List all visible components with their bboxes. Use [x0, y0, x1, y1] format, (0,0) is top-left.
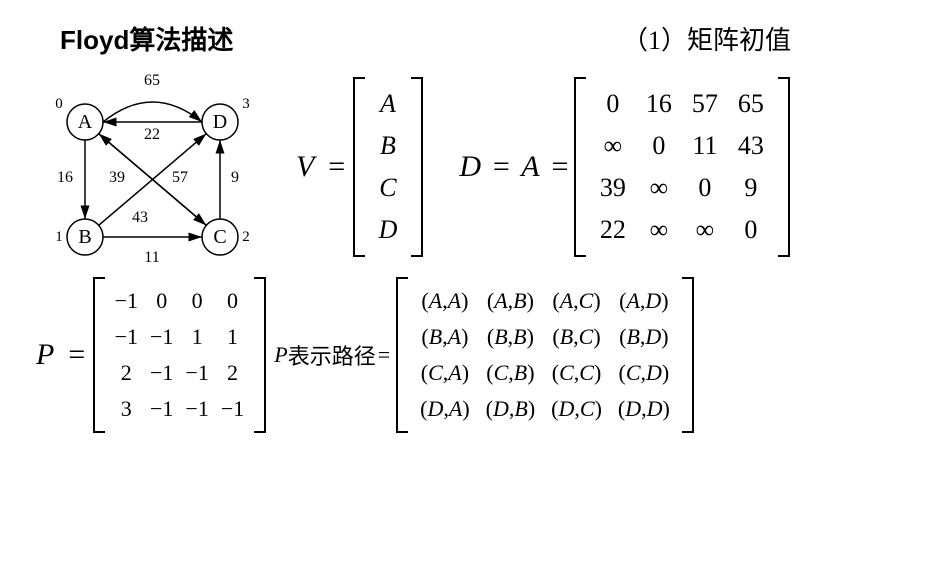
- p-path-matrix: (A,A)(A,B)(A,C)(A,D) (B,A)(B,B)(B,C)(B,D)…: [396, 277, 694, 433]
- v-matrix: ABCD: [353, 77, 424, 257]
- matrix-cell: 57: [682, 83, 728, 125]
- svg-text:16: 16: [57, 169, 73, 186]
- p-label: P: [36, 338, 54, 372]
- matrix-cell: −1: [109, 283, 144, 319]
- matrix-cell: 3: [109, 391, 144, 427]
- matrix-cell: −1: [179, 391, 214, 427]
- matrix-cell: D: [369, 209, 408, 251]
- matrix-cell: 2: [109, 355, 144, 391]
- matrix-cell: (D,D): [610, 391, 678, 427]
- matrix-cell: (A,D): [610, 283, 678, 319]
- svg-text:0: 0: [55, 96, 63, 112]
- matrix-cell: −1: [109, 319, 144, 355]
- matrix-cell: ∞: [636, 167, 682, 209]
- matrix-cell: 0: [636, 125, 682, 167]
- equals-sign: =: [326, 150, 346, 184]
- title-right: （1）矩阵初值: [622, 20, 791, 57]
- graph-diagram: 9 11 16 22 39 43 57 65 A0 B1 C2 D3: [30, 67, 270, 267]
- matrix-cell: (B,C): [543, 319, 610, 355]
- matrix-cell: A: [369, 83, 408, 125]
- matrix-cell: 0: [144, 283, 179, 319]
- matrix-cell: 43: [728, 125, 774, 167]
- d-equation: D = A = 0165765∞0114339∞0922∞∞0: [453, 77, 790, 257]
- svg-text:3: 3: [242, 96, 250, 112]
- matrix-cell: 0: [682, 167, 728, 209]
- svg-text:39: 39: [109, 169, 125, 186]
- matrix-cell: 2: [215, 355, 250, 391]
- matrix-cell: 1: [215, 319, 250, 355]
- matrix-cell: 0: [215, 283, 250, 319]
- matrix-cell: (C,A): [412, 355, 478, 391]
- matrix-cell: 0: [728, 209, 774, 251]
- matrix-cell: −1: [215, 391, 250, 427]
- p-matrix: −1000−1−1112−1−123−1−1−1: [93, 277, 267, 433]
- matrix-cell: C: [369, 167, 408, 209]
- title-left: Floyd算法描述: [60, 20, 233, 57]
- svg-text:57: 57: [172, 169, 188, 186]
- v-label: V: [296, 150, 314, 184]
- svg-text:B: B: [78, 226, 91, 248]
- matrix-cell: 22: [590, 209, 636, 251]
- matrix-cell: ∞: [590, 125, 636, 167]
- svg-text:1: 1: [55, 229, 63, 245]
- matrix-cell: (D,B): [478, 391, 544, 427]
- matrix-cell: 11: [682, 125, 728, 167]
- svg-text:C: C: [213, 226, 226, 248]
- matrix-cell: ∞: [636, 209, 682, 251]
- matrix-cell: −1: [144, 391, 179, 427]
- p-equation: P = −1000−1−1112−1−123−1−1−1: [30, 277, 266, 433]
- a-label: A: [521, 150, 539, 184]
- matrix-cell: 0: [179, 283, 214, 319]
- matrix-cell: ∞: [682, 209, 728, 251]
- svg-text:D: D: [213, 111, 227, 133]
- matrix-cell: (A,A): [412, 283, 478, 319]
- svg-text:22: 22: [144, 126, 160, 143]
- d-matrix: 0165765∞0114339∞0922∞∞0: [574, 77, 790, 257]
- matrix-cell: 9: [728, 167, 774, 209]
- svg-text:65: 65: [144, 72, 160, 89]
- matrix-cell: (A,C): [543, 283, 610, 319]
- svg-text:9: 9: [231, 169, 239, 186]
- matrix-cell: (D,C): [543, 391, 610, 427]
- equals-sign: =: [550, 150, 570, 184]
- equals-sign: =: [66, 338, 86, 372]
- matrix-cell: (B,A): [412, 319, 478, 355]
- svg-text:A: A: [78, 111, 93, 133]
- p-path-label: P表示路径=: [274, 339, 392, 371]
- svg-text:43: 43: [132, 209, 148, 226]
- matrix-cell: B: [369, 125, 408, 167]
- d-label: D: [459, 150, 481, 184]
- v-equation: V = ABCD: [290, 77, 423, 257]
- svg-text:2: 2: [242, 229, 250, 245]
- matrix-cell: −1: [144, 319, 179, 355]
- matrix-cell: (B,D): [610, 319, 678, 355]
- matrix-cell: −1: [179, 355, 214, 391]
- matrix-cell: (B,B): [478, 319, 544, 355]
- matrix-cell: 39: [590, 167, 636, 209]
- svg-text:11: 11: [144, 249, 159, 266]
- equals-sign: =: [491, 150, 511, 184]
- matrix-cell: (D,A): [412, 391, 478, 427]
- matrix-cell: (C,C): [543, 355, 610, 391]
- matrix-cell: (A,B): [478, 283, 544, 319]
- matrix-cell: 1: [179, 319, 214, 355]
- matrix-cell: (C,B): [478, 355, 544, 391]
- matrix-cell: 16: [636, 83, 682, 125]
- matrix-cell: 0: [590, 83, 636, 125]
- matrix-cell: −1: [144, 355, 179, 391]
- matrix-cell: 65: [728, 83, 774, 125]
- matrix-cell: (C,D): [610, 355, 678, 391]
